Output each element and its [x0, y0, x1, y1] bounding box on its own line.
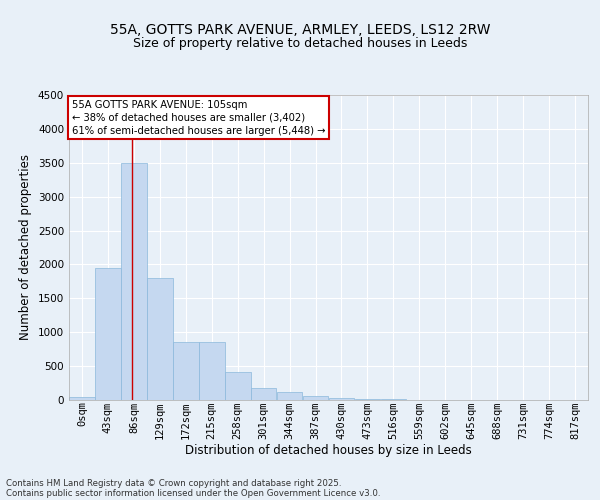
- Bar: [199, 342, 224, 400]
- Bar: [225, 372, 251, 400]
- Bar: [147, 278, 173, 400]
- Text: Size of property relative to detached houses in Leeds: Size of property relative to detached ho…: [133, 38, 467, 51]
- Y-axis label: Number of detached properties: Number of detached properties: [19, 154, 32, 340]
- Text: Contains public sector information licensed under the Open Government Licence v3: Contains public sector information licen…: [6, 488, 380, 498]
- Bar: [302, 396, 328, 400]
- Text: Contains HM Land Registry data © Crown copyright and database right 2025.: Contains HM Land Registry data © Crown c…: [6, 478, 341, 488]
- Bar: [277, 392, 302, 400]
- Text: 55A GOTTS PARK AVENUE: 105sqm
← 38% of detached houses are smaller (3,402)
61% o: 55A GOTTS PARK AVENUE: 105sqm ← 38% of d…: [71, 100, 325, 136]
- Bar: [121, 163, 147, 400]
- Bar: [173, 342, 199, 400]
- Bar: [95, 268, 121, 400]
- Bar: [355, 398, 380, 400]
- Bar: [69, 396, 95, 400]
- Bar: [329, 398, 355, 400]
- X-axis label: Distribution of detached houses by size in Leeds: Distribution of detached houses by size …: [185, 444, 472, 458]
- Bar: [251, 388, 277, 400]
- Text: 55A, GOTTS PARK AVENUE, ARMLEY, LEEDS, LS12 2RW: 55A, GOTTS PARK AVENUE, ARMLEY, LEEDS, L…: [110, 22, 490, 36]
